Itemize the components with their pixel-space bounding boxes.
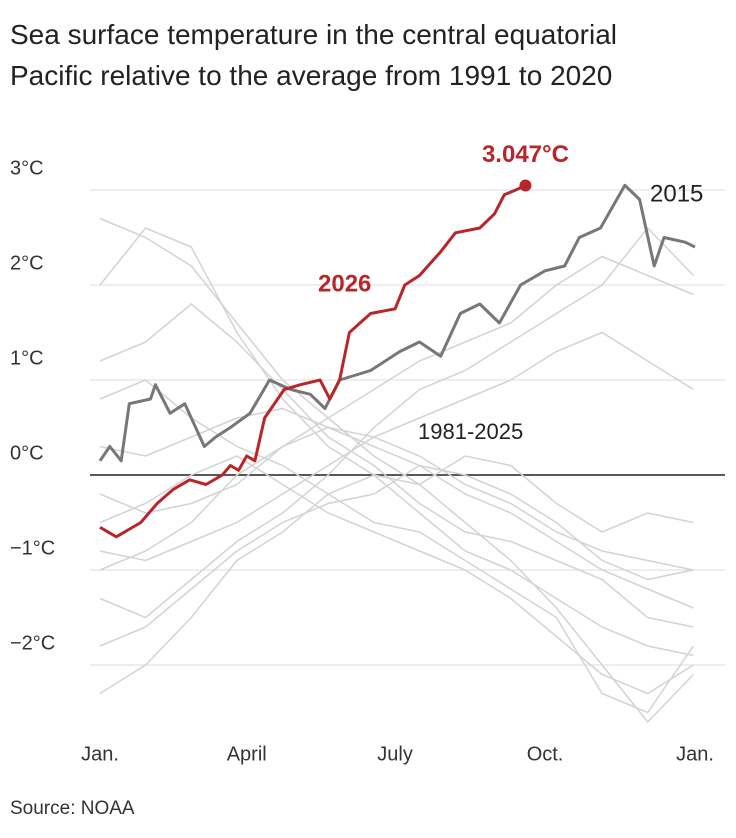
y-tick-label: 3°C bbox=[10, 157, 44, 179]
y-tick-label: 1°C bbox=[10, 347, 44, 369]
y-tick-label: −1°C bbox=[10, 537, 55, 559]
source: Source: NOAA bbox=[10, 798, 135, 819]
end-point bbox=[519, 179, 532, 192]
series-line bbox=[99, 184, 527, 539]
chart-title: Sea surface temperature in the central e… bbox=[10, 19, 618, 91]
background-line bbox=[99, 407, 694, 609]
end-label: 3.047°C bbox=[482, 141, 569, 168]
series-label: 2026 bbox=[318, 270, 371, 297]
background-label: 1981-2025 bbox=[418, 419, 523, 444]
background-line bbox=[99, 379, 695, 714]
x-tick-label: July bbox=[377, 743, 413, 765]
y-tick-label: 2°C bbox=[10, 252, 44, 274]
background-line bbox=[99, 303, 694, 628]
series-line bbox=[98, 183, 696, 463]
background-line bbox=[99, 227, 694, 657]
background-line bbox=[99, 217, 694, 724]
background-line bbox=[99, 455, 694, 695]
y-tick-label: −2°C bbox=[10, 632, 55, 654]
x-tick-label: April bbox=[227, 743, 267, 765]
series-label: 2015 bbox=[650, 180, 703, 207]
background-line bbox=[99, 436, 694, 571]
background-line bbox=[99, 331, 694, 514]
background-line bbox=[99, 255, 694, 571]
x-tick-label: Jan. bbox=[676, 743, 714, 765]
background-line bbox=[99, 455, 694, 695]
chart: −2°C −1°C 0°C 1°C 2°C 3°C Jan. April July Oct. Jan… bbox=[10, 141, 725, 765]
y-tick-label: 0°C bbox=[10, 442, 44, 464]
x-tick-label: Jan. bbox=[81, 743, 119, 765]
background-line bbox=[99, 226, 694, 619]
x-tick-label: Oct. bbox=[527, 743, 564, 765]
